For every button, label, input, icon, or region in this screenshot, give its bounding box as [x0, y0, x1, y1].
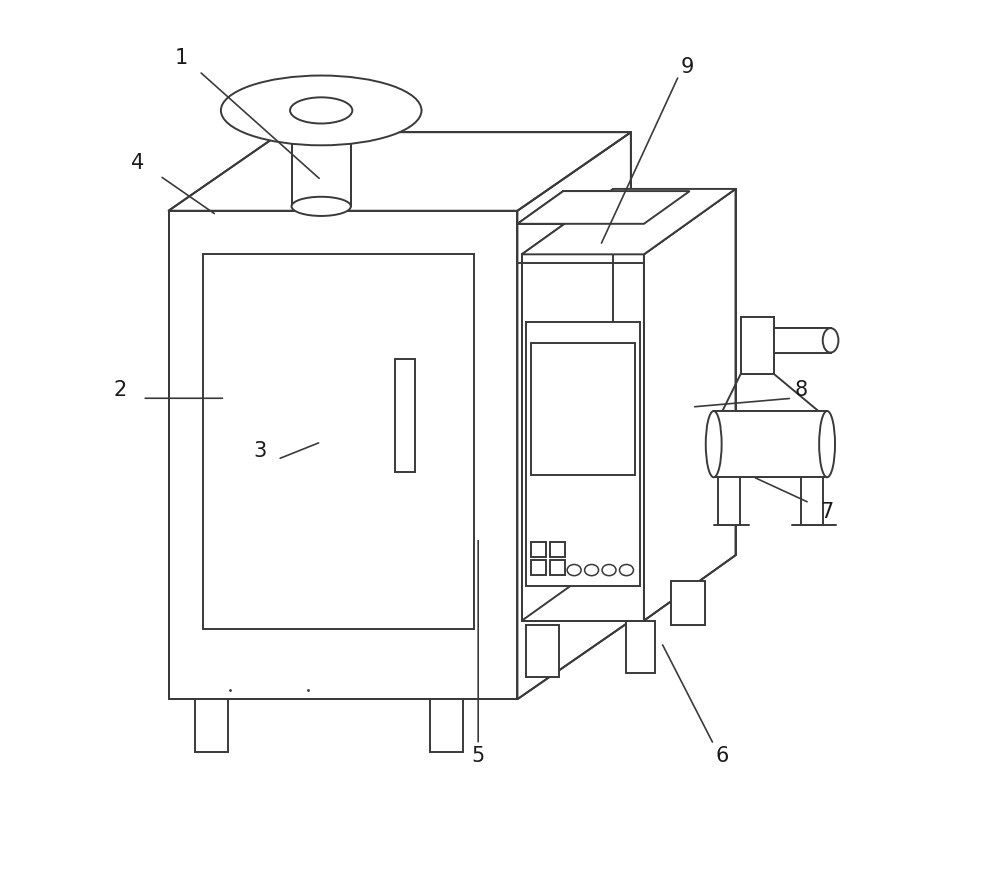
Bar	[203, 255, 474, 629]
Bar	[741, 318, 774, 374]
Polygon shape	[522, 255, 644, 620]
Polygon shape	[169, 211, 517, 699]
Ellipse shape	[567, 564, 581, 576]
Text: 3: 3	[254, 441, 267, 460]
Text: 6: 6	[716, 746, 729, 766]
Ellipse shape	[585, 564, 599, 576]
Text: 1: 1	[175, 48, 188, 68]
Ellipse shape	[290, 97, 352, 123]
Ellipse shape	[706, 411, 722, 477]
Ellipse shape	[819, 411, 835, 477]
Bar	[395, 359, 415, 473]
Text: 2: 2	[114, 380, 127, 400]
Text: 9: 9	[681, 57, 694, 77]
Bar	[531, 343, 635, 475]
Ellipse shape	[602, 564, 616, 576]
Polygon shape	[714, 411, 827, 477]
Polygon shape	[774, 328, 831, 353]
Bar	[531, 561, 546, 575]
Polygon shape	[517, 132, 631, 699]
Text: 5: 5	[472, 746, 485, 766]
Ellipse shape	[292, 123, 351, 142]
Ellipse shape	[292, 197, 351, 216]
Text: 8: 8	[794, 380, 807, 400]
Text: 7: 7	[820, 501, 834, 522]
Bar	[195, 699, 228, 752]
Polygon shape	[671, 581, 705, 625]
Ellipse shape	[619, 564, 633, 576]
Text: 4: 4	[131, 153, 145, 172]
Bar	[626, 620, 655, 673]
Bar	[526, 322, 640, 585]
Bar	[718, 477, 740, 525]
Polygon shape	[522, 189, 736, 255]
Bar	[550, 542, 565, 557]
Polygon shape	[292, 132, 351, 206]
Polygon shape	[517, 191, 690, 224]
Polygon shape	[169, 132, 631, 211]
Bar	[430, 699, 463, 752]
Ellipse shape	[823, 328, 838, 353]
Bar	[550, 561, 565, 575]
Polygon shape	[644, 189, 736, 620]
Ellipse shape	[221, 75, 422, 145]
Bar	[526, 625, 559, 677]
Bar	[801, 477, 823, 525]
Bar	[531, 542, 546, 557]
